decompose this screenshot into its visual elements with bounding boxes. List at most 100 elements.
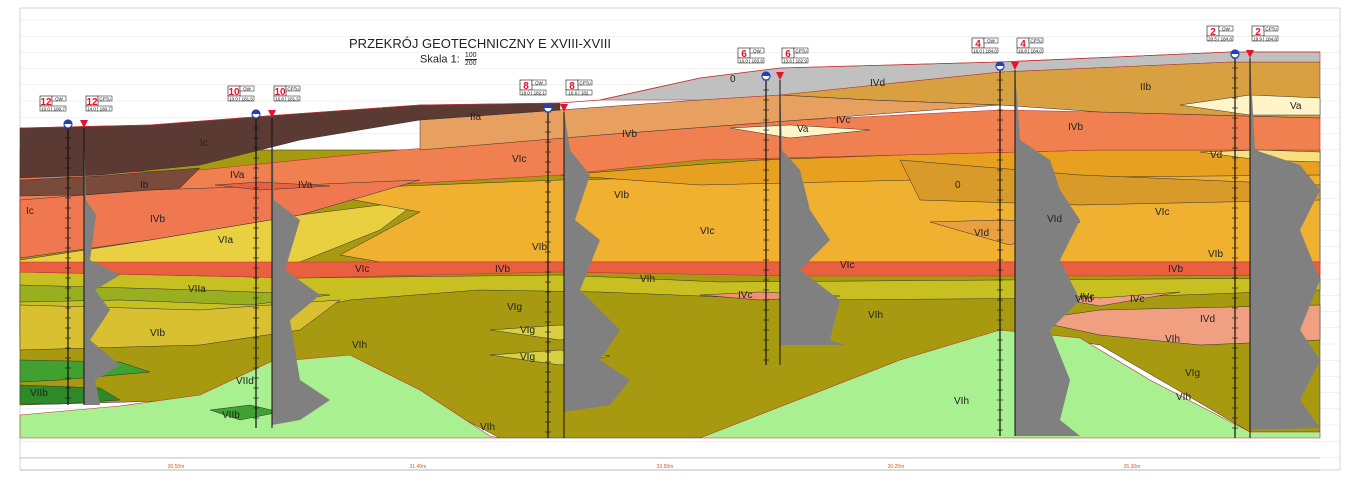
borehole-columns: [63, 49, 1254, 438]
layer-label: VIIb: [222, 410, 240, 421]
layer-label: IVa: [298, 180, 313, 191]
cpt-id: 6: [785, 49, 791, 60]
layers: [19, 51, 1321, 439]
borehole-id: 6: [741, 49, 747, 60]
layer-label: VIh: [954, 396, 969, 407]
layer-label: VIh: [1165, 334, 1180, 345]
layer-IVb-band: [19, 261, 1321, 279]
borehole-ow-values: 20.5 | 184.8: [1208, 36, 1232, 41]
cpt-profile-10: [272, 118, 330, 425]
layer-label: VIIb: [30, 388, 48, 399]
cpt-id: 4: [1020, 39, 1026, 50]
cpt-marker-triangle: [560, 104, 568, 112]
cpt-profile-8: [564, 112, 630, 412]
distance-label: 31.40m: [410, 464, 427, 470]
cpt-profile-6: [780, 80, 845, 345]
borehole-ow-values: 10.0 | 181.5: [229, 96, 253, 101]
scale-denominator: 200: [464, 60, 477, 67]
borehole-ow-values: 10.0 | 180.7: [41, 106, 65, 111]
layer-IVc-right: [1029, 304, 1321, 346]
layer-label: VIg: [1185, 368, 1200, 379]
drawing-title: PRZEKRÓJ GEOTECHNICZNY E XVIII-XVIII: [349, 36, 611, 51]
borehole-cpt-values: 16.6 | 182.: [568, 90, 589, 95]
layer-label: VIc: [512, 154, 526, 165]
layer-label: VIc: [700, 226, 714, 237]
borehole-id: 10: [228, 87, 240, 98]
layer-label: IVa: [230, 170, 245, 181]
distance-label: 35.30m: [1124, 464, 1141, 470]
layer-label: VIh: [640, 274, 655, 285]
borehole-cpt-values: 19.9 | 184.8: [1253, 36, 1277, 41]
distance-label: 30.20m: [888, 464, 905, 470]
borehole-type-cpt: CPTu: [99, 96, 111, 101]
borehole-cpt-values: 14.0 | 180.7: [87, 106, 111, 111]
borehole-cpt-values: 16.8 | 181.5: [275, 96, 299, 101]
distance-label: 30.50m: [168, 464, 185, 470]
layer-label: VIc: [355, 264, 369, 275]
layer-label: VIb: [150, 328, 165, 339]
layer-label: IVd: [1200, 314, 1215, 325]
cpt-marker-triangle: [1246, 50, 1254, 58]
layer-label: VIId: [1075, 294, 1093, 305]
layer-VIId-right: [699, 329, 1321, 439]
layer-label: VIb: [614, 190, 629, 201]
cpt-id: 8: [569, 81, 575, 92]
layer-label: VIh: [352, 340, 367, 351]
layer-label: IVc: [738, 290, 752, 301]
borehole-type-cpt: CPTu: [579, 80, 591, 85]
layer-label: VIa: [218, 235, 233, 246]
borehole-id: 4: [975, 39, 981, 50]
borehole-id: 2: [1210, 27, 1216, 38]
borehole-type-cpt: CPTu: [1030, 38, 1042, 43]
layer-VId-right: [899, 159, 1321, 206]
layer-label: VId: [974, 228, 989, 239]
layer-label: IIb: [1140, 82, 1152, 93]
layer-label: VIh: [1176, 392, 1191, 403]
borehole-type-ow: OW: [753, 48, 762, 53]
layer-label: VIb: [1208, 249, 1223, 260]
layer-label: Va: [797, 124, 809, 135]
borehole-cpt-values: 13.6 | 182.9: [783, 58, 807, 63]
layer-label: Ic: [26, 206, 34, 217]
distance-label: 33.50m: [657, 464, 674, 470]
layer-IVb-left: [19, 179, 421, 259]
layer-label: IVb: [1068, 122, 1083, 133]
layer-label: Ic: [200, 138, 208, 149]
borehole-type-cpt: CPTu: [795, 48, 807, 53]
borehole-ow-values: 16.0 | 183.8: [739, 58, 763, 63]
layer-label: VIh: [868, 310, 883, 321]
layer-label: 0: [730, 74, 736, 85]
cpt-id: 12: [86, 97, 98, 108]
layer-label: Ib: [140, 180, 149, 191]
borehole-id: 12: [40, 97, 52, 108]
layer-label: VIIa: [188, 284, 206, 295]
borehole-ow-values: 19.0 | 182.1: [521, 90, 545, 95]
cpt-marker-triangle: [1011, 62, 1019, 70]
layer-label: IVc: [1130, 294, 1144, 305]
borehole-type-ow: OW: [55, 96, 64, 101]
layer-label: VIg: [520, 352, 535, 363]
borehole-type-ow: OW: [987, 38, 996, 43]
layer-label: VId: [1047, 214, 1062, 225]
layer-label: VIb: [532, 242, 547, 253]
cpt-profile-2: [1250, 58, 1320, 430]
cpt-id: 10: [274, 87, 286, 98]
borehole-type-ow: OW: [535, 80, 544, 85]
layer-label: IVd: [870, 78, 885, 89]
borehole-ow-values: 16.0 | 184.0: [973, 48, 997, 53]
layer-label: IVb: [150, 214, 165, 225]
layer-label: IVc: [836, 115, 850, 126]
layer-Va-mid: [729, 124, 871, 139]
layer-label: IVb: [622, 129, 637, 140]
cpt-id: 2: [1255, 27, 1261, 38]
borehole-type-cpt: CPTu: [1265, 26, 1277, 31]
layer-label: VIId: [236, 376, 254, 387]
ground-surface: [19, 51, 1320, 129]
drawing-scale: Skala 1: 100 200: [420, 52, 477, 67]
